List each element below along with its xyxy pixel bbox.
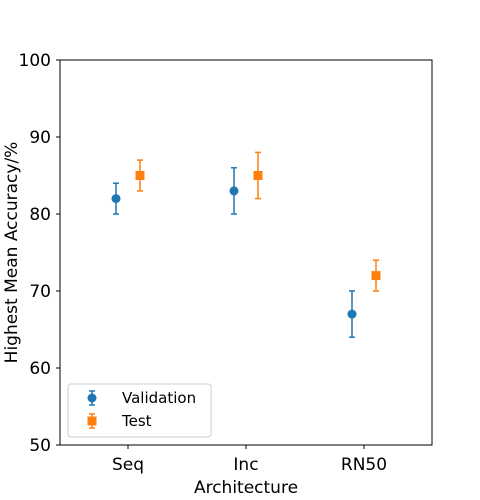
y-axis-title: Highest Mean Accuracy/% <box>2 142 22 364</box>
y-tick-label: 100 <box>19 51 51 71</box>
data-point-validation <box>347 309 357 319</box>
data-point-test <box>253 171 263 180</box>
y-tick-label: 50 <box>29 436 51 456</box>
x-tick-label: RN50 <box>341 455 387 475</box>
data-point-test <box>135 171 145 180</box>
x-tick-label: Inc <box>233 455 258 475</box>
legend: Validation Test <box>67 383 212 438</box>
legend-label: Test <box>121 412 152 430</box>
legend-marker-validation <box>87 393 97 403</box>
legend-box <box>67 383 212 438</box>
x-axis-ticks: Seq Inc RN50 <box>112 445 387 475</box>
y-tick-label: 70 <box>29 282 51 302</box>
legend-label: Validation <box>122 389 196 407</box>
x-axis-title: Architecture <box>194 478 298 498</box>
data-marks <box>111 151 381 338</box>
y-tick-label: 80 <box>29 205 51 225</box>
data-point-validation <box>111 194 121 204</box>
data-point-validation <box>229 186 239 196</box>
y-tick-label: 90 <box>29 128 51 148</box>
x-tick-label: Seq <box>112 455 144 475</box>
y-axis-ticks: 50 60 70 80 90 100 <box>19 51 60 456</box>
legend-marker-test <box>87 416 97 426</box>
data-point-test <box>371 271 381 281</box>
y-tick-label: 60 <box>29 359 51 379</box>
